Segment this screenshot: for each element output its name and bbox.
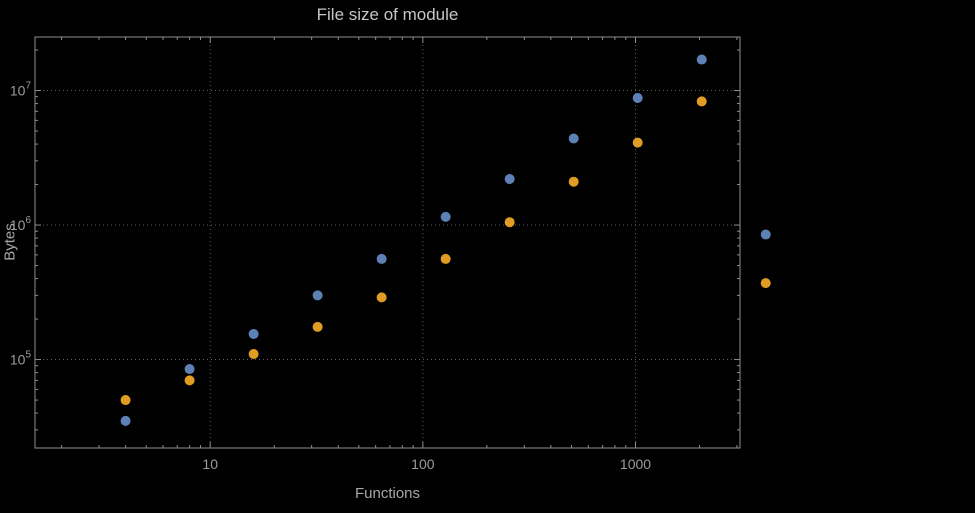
- x-tick-label: 100: [411, 456, 435, 472]
- data-point-series-1-blue: [312, 290, 323, 301]
- data-point-series-1-blue: [760, 229, 771, 240]
- y-tick-label: 107: [10, 81, 32, 99]
- y-axis-label: Bytes: [1, 223, 19, 261]
- y-tick-label: 106: [10, 215, 32, 233]
- data-point-series-1-blue: [504, 173, 515, 184]
- x-tick-label: 10: [202, 456, 218, 472]
- data-point-series-1-blue: [568, 133, 579, 144]
- data-point-series-1-blue: [248, 328, 259, 339]
- data-point-series-2-orange: [760, 278, 771, 289]
- data-point-series-1-blue: [376, 253, 387, 264]
- y-tick-label: 105: [10, 350, 32, 368]
- data-point-series-2-orange: [632, 137, 643, 148]
- data-point-series-1-blue: [184, 364, 195, 375]
- data-point-series-2-orange: [376, 292, 387, 303]
- x-tick-label: 1000: [620, 456, 651, 472]
- data-point-series-2-orange: [120, 395, 131, 406]
- data-point-series-1-blue: [440, 211, 451, 222]
- data-point-series-2-orange: [440, 253, 451, 264]
- data-point-series-2-orange: [504, 217, 515, 228]
- data-point-series-2-orange: [184, 375, 195, 386]
- data-point-series-2-orange: [312, 321, 323, 332]
- x-axis-label: Functions: [354, 485, 421, 502]
- chart-title: File size of module: [316, 5, 459, 24]
- data-point-series-2-orange: [568, 176, 579, 187]
- data-point-series-1-blue: [696, 54, 707, 65]
- data-point-series-2-orange: [248, 348, 259, 359]
- data-point-series-1-blue: [632, 92, 643, 103]
- plot-frame: [34, 36, 741, 449]
- data-point-series-2-orange: [696, 96, 707, 107]
- data-point-series-1-blue: [120, 415, 131, 426]
